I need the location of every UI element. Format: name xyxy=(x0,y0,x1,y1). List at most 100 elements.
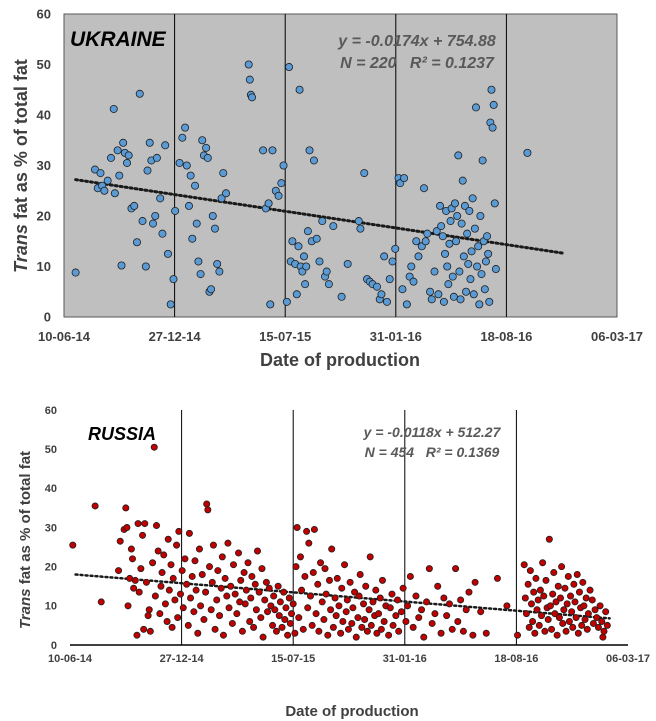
russia-data-point xyxy=(211,625,219,633)
russia-data-point xyxy=(574,629,582,637)
russia-data-point xyxy=(443,612,451,620)
russia-data-point xyxy=(552,598,560,606)
ukraine-data-point xyxy=(194,257,203,266)
russia-data-point xyxy=(308,621,316,629)
russia-data-point xyxy=(271,606,279,614)
ukraine-data-point xyxy=(303,227,312,236)
ukraine-data-point xyxy=(292,290,301,299)
russia-data-point xyxy=(259,633,267,641)
russia-data-point xyxy=(542,576,550,584)
ukraine-data-point xyxy=(421,237,430,246)
russia-data-point xyxy=(314,580,322,588)
russia-data-point xyxy=(503,602,511,610)
russia-panel: 0 10 20 30 40 50 60 10-06-14 27-12-14 15-07-15 31… xyxy=(17,405,650,720)
russia-data-point xyxy=(208,578,216,586)
ukraine-data-point xyxy=(277,179,286,188)
russia-data-point xyxy=(291,629,299,637)
russia-data-point xyxy=(296,553,304,561)
russia-data-point xyxy=(493,574,501,582)
ukraine-data-point xyxy=(100,186,109,195)
russia-data-point xyxy=(603,621,611,629)
ukraine-data-point xyxy=(130,201,139,210)
ukraine-data-point xyxy=(208,211,217,220)
russia-data-point xyxy=(146,627,154,635)
ukraine-data-point xyxy=(473,262,482,271)
ukraine-data-point xyxy=(279,161,288,170)
russia-data-point xyxy=(224,539,232,547)
ukraine-data-point xyxy=(288,237,297,246)
russia-data-point xyxy=(228,619,236,627)
ukraine-data-point xyxy=(523,148,532,157)
russia-data-point xyxy=(255,588,263,596)
ukraine-data-point xyxy=(427,295,436,304)
russia-data-point xyxy=(325,576,333,584)
russia-data-point xyxy=(150,443,158,451)
russia-data-point xyxy=(583,625,591,633)
russia-data-point xyxy=(392,612,400,620)
russia-data-point xyxy=(558,563,566,571)
ukraine-data-point xyxy=(264,199,273,208)
ukraine-data-point xyxy=(398,285,407,294)
ukraine-data-point xyxy=(196,270,205,279)
russia-data-point xyxy=(149,559,157,567)
russia-data-point xyxy=(409,623,417,631)
russia-data-point xyxy=(238,627,246,635)
ukraine-data-point xyxy=(360,169,369,178)
russia-data-point xyxy=(289,600,297,608)
russia-data-point xyxy=(352,633,360,641)
ukraine-data-point xyxy=(268,146,277,155)
russia-data-point xyxy=(173,541,181,549)
ukraine-data-point xyxy=(163,249,172,258)
ukraine-data-point xyxy=(443,262,452,271)
ukraine-x-tick-labels: 10-06-14 27-12-14 15-07-15 31-01-16 18-08-16… xyxy=(38,329,643,344)
russia-data-point xyxy=(139,531,147,539)
russia-data-point xyxy=(423,598,431,606)
ukraine-data-point xyxy=(309,156,318,165)
ukraine-data-point xyxy=(113,146,122,155)
russia-data-point xyxy=(272,627,280,635)
ukraine-data-point xyxy=(295,85,304,94)
ukraine-country-label: UKRAINE xyxy=(70,28,167,51)
russia-y-tick-label: 0 xyxy=(51,640,57,652)
russia-data-point xyxy=(598,618,606,626)
russia-data-point xyxy=(343,596,351,604)
ukraine-data-point xyxy=(476,211,485,220)
russia-data-point xyxy=(295,614,303,622)
russia-data-point xyxy=(331,594,339,602)
russia-data-point xyxy=(223,592,231,600)
russia-data-point xyxy=(559,619,567,627)
russia-data-point xyxy=(389,621,397,629)
russia-data-point xyxy=(532,574,540,582)
russia-data-point xyxy=(248,572,256,580)
ukraine-data-point xyxy=(191,181,200,190)
russia-data-point xyxy=(563,600,571,608)
ukraine-data-point xyxy=(460,201,469,210)
russia-data-point xyxy=(213,596,221,604)
ukraine-data-point xyxy=(207,285,216,294)
russia-data-point xyxy=(194,629,202,637)
russia-data-point xyxy=(440,594,448,602)
russia-data-point xyxy=(363,627,371,635)
russia-data-point xyxy=(596,602,604,610)
ukraine-data-point xyxy=(430,267,439,276)
ukraine-data-point xyxy=(385,275,394,284)
russia-data-point xyxy=(174,614,182,622)
russia-data-point xyxy=(551,610,559,618)
ukraine-data-point xyxy=(213,259,222,268)
russia-data-point xyxy=(570,580,578,588)
russia-data-point xyxy=(151,592,159,600)
ukraine-data-point xyxy=(110,189,119,198)
ukraine-data-point xyxy=(453,211,462,220)
russia-data-point xyxy=(378,576,386,584)
ukraine-points xyxy=(71,60,532,309)
russia-data-point xyxy=(247,594,255,602)
russia-data-point xyxy=(571,598,579,606)
russia-data-point xyxy=(586,586,594,594)
russia-data-point xyxy=(253,547,261,555)
russia-data-point xyxy=(397,608,405,616)
ukraine-y-tick-label: 20 xyxy=(37,209,51,224)
russia-data-point xyxy=(406,572,414,580)
russia-data-point xyxy=(303,527,311,535)
russia-x-tick-label: 10-06-14 xyxy=(48,653,93,665)
russia-data-point xyxy=(546,602,554,610)
